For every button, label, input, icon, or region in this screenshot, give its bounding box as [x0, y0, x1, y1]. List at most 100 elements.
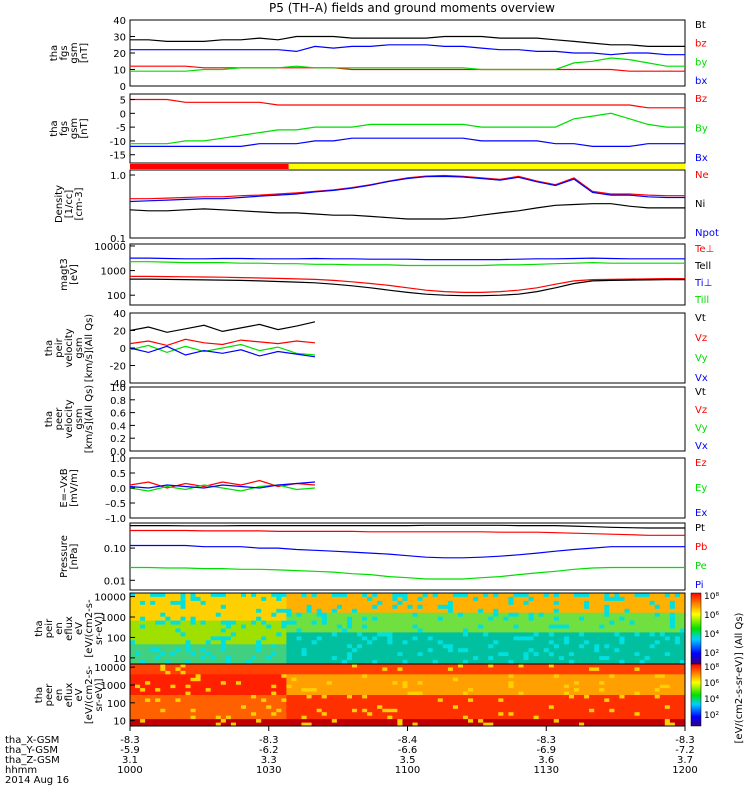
heatmap-cell [508, 628, 514, 633]
heatmap-cell [195, 612, 202, 618]
heatmap-cell [170, 691, 176, 696]
heatmap-cell [619, 688, 625, 692]
heatmap-cell [377, 616, 383, 622]
heatmap-cell [498, 648, 504, 653]
heatmap-cell [306, 664, 313, 668]
heatmap-cell [563, 593, 570, 598]
heatmap-cell [402, 624, 408, 629]
heatmap-cell [352, 648, 358, 653]
heatmap-cell [629, 698, 635, 703]
heatmap-cell [558, 684, 565, 689]
heatmap-cell [251, 695, 257, 699]
heatmap-cell [210, 719, 217, 723]
heatmap-cell [432, 719, 439, 723]
heatmap-cell [427, 640, 434, 645]
heatmap-cell [145, 674, 151, 679]
heatmap-cell [165, 636, 171, 641]
heatmap-cell [644, 636, 651, 641]
heatmap-cell [150, 722, 156, 727]
heatmap-cell [392, 705, 398, 710]
heatmap-cell [447, 684, 454, 689]
heatmap-cell [130, 616, 136, 622]
heatmap-cell [331, 660, 338, 665]
heatmap-cell [205, 712, 212, 717]
heatmap-cell [518, 620, 524, 625]
heatmap-cell [604, 604, 610, 610]
heatmap-cell [296, 596, 302, 602]
heatmap-cell [200, 681, 207, 686]
heatmap-cell [170, 608, 176, 614]
heatmap-cell [271, 677, 277, 682]
heatmap-cell [205, 624, 212, 629]
heatmap-cell [286, 640, 292, 645]
heatmap-cell [397, 596, 403, 602]
heatmap-cell [508, 674, 514, 679]
heatmap-cell [629, 695, 635, 699]
heatmap-cell [634, 708, 640, 713]
heatmap-cell [402, 708, 408, 713]
heatmap-cell [387, 652, 393, 657]
heatmap-cell [458, 670, 464, 675]
heatmap-cell [533, 712, 540, 717]
heatmap-cell [619, 620, 625, 625]
heatmap-cell [140, 708, 146, 713]
heatmap-cell [563, 722, 570, 727]
heatmap-cell [367, 593, 373, 598]
heatmap-cell [417, 677, 424, 682]
heatmap-cell [296, 612, 302, 618]
heatmap-cell [145, 691, 151, 696]
heatmap-cell [452, 701, 459, 706]
heatmap-cell [326, 722, 333, 727]
heatmap-cell [286, 715, 292, 720]
heatmap-cell [493, 677, 499, 682]
heatmap-cell [589, 632, 595, 637]
heatmap-cell [326, 593, 333, 598]
heatmap-cell [397, 600, 403, 606]
heatmap-cell [659, 596, 666, 602]
heatmap-cell [639, 624, 646, 629]
y-axis-label: gsm [74, 408, 85, 429]
heatmap-cell [180, 681, 186, 686]
heatmap-cell [276, 681, 282, 686]
heatmap-cell [674, 608, 681, 614]
heatmap-cell [241, 644, 247, 649]
heatmap-cell [447, 636, 454, 641]
heatmap-cell [311, 612, 318, 618]
heatmap-cell [599, 712, 605, 717]
heatmap-cell [432, 604, 439, 610]
heatmap-cell [170, 648, 176, 653]
heatmap-cell [296, 677, 302, 682]
heatmap-cell [468, 640, 474, 645]
heatmap-cell [569, 670, 575, 675]
heatmap-cell [558, 632, 565, 637]
heatmap-cell [463, 593, 469, 598]
heatmap-cell [458, 648, 464, 653]
heatmap-cell [195, 608, 202, 614]
legend-label: Till [694, 295, 709, 306]
heatmap-cell [543, 715, 550, 720]
heatmap-cell [674, 722, 681, 727]
heatmap-cell [579, 656, 585, 661]
heatmap-cell [654, 691, 661, 696]
heatmap-cell [674, 648, 681, 653]
heatmap-cell [341, 705, 348, 710]
heatmap-cell [352, 688, 358, 692]
heatmap-cell [452, 604, 459, 610]
heatmap-cell [326, 712, 333, 717]
heatmap-cell [553, 677, 560, 682]
heatmap-cell [619, 708, 625, 713]
heatmap-cell [160, 648, 166, 653]
heatmap-cell [306, 670, 313, 675]
heatmap-cell [215, 667, 222, 672]
heatmap-cell [674, 632, 681, 637]
heatmap-cell [150, 640, 156, 645]
heatmap-cell [654, 684, 661, 689]
heatmap-cell [579, 644, 585, 649]
heatmap-cell [362, 640, 368, 645]
heatmap-cell [326, 670, 333, 675]
heatmap-cell [306, 608, 313, 614]
heatmap-cell [563, 701, 570, 706]
heatmap-cell [437, 667, 444, 672]
heatmap-cell [473, 664, 479, 668]
series-line-Pb [130, 529, 685, 536]
